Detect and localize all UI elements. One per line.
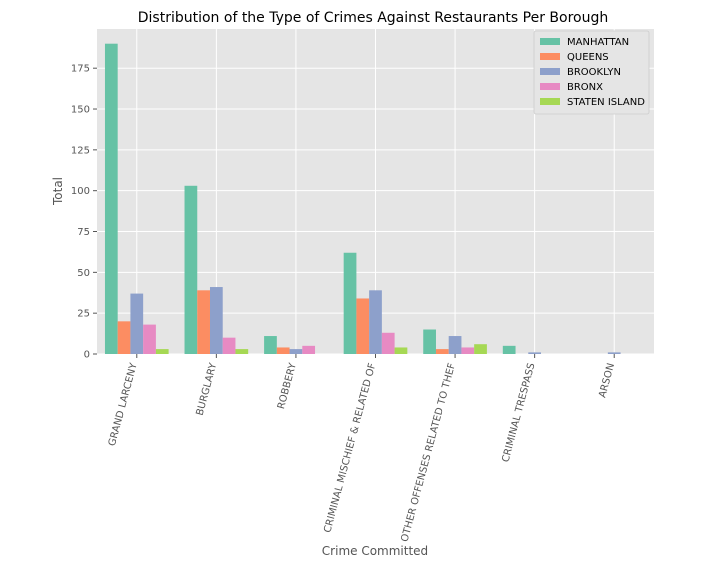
bar xyxy=(143,324,156,354)
legend-swatch xyxy=(540,68,560,75)
y-tick-label: 150 xyxy=(71,105,90,116)
legend-label: MANHATTAN xyxy=(567,37,629,48)
bar xyxy=(343,252,357,354)
bar xyxy=(369,290,382,354)
x-tick-label: CRIMINAL MISCHIEF & RELATED OF xyxy=(322,362,378,534)
bar xyxy=(423,329,436,354)
legend-swatch xyxy=(540,98,560,105)
bar xyxy=(155,349,169,354)
x-tick-label: GRAND LARCENY xyxy=(107,361,140,447)
bar xyxy=(235,349,249,354)
legend-swatch xyxy=(540,53,560,60)
bar xyxy=(184,185,198,354)
x-tick-label: OTHER OFFENSES RELATED TO THEF xyxy=(400,362,458,543)
bar xyxy=(461,347,475,354)
legend-label: STATEN ISLAND xyxy=(567,97,645,108)
y-axis-label: Total xyxy=(51,177,65,206)
bar xyxy=(448,336,462,354)
y-tick-label: 175 xyxy=(71,64,90,75)
legend-swatch xyxy=(540,83,560,90)
x-tick-label: BURGLARY xyxy=(195,361,220,417)
bar xyxy=(302,345,316,354)
legend-label: BROOKLYN xyxy=(567,67,621,78)
y-tick-label: 25 xyxy=(77,309,90,320)
bar xyxy=(264,336,277,354)
bar xyxy=(607,352,621,354)
bar xyxy=(117,321,131,354)
chart-title: Distribution of the Type of Crimes Again… xyxy=(138,10,608,26)
bar xyxy=(197,290,210,354)
bar xyxy=(222,337,236,354)
x-tick-label: ARSON xyxy=(597,362,617,399)
legend-label: BRONX xyxy=(567,82,603,93)
y-tick-label: 0 xyxy=(84,350,90,361)
x-axis-label: Crime Committed xyxy=(322,544,428,558)
bar xyxy=(130,293,144,354)
bar xyxy=(502,345,516,354)
legend-swatch xyxy=(540,38,560,45)
bar xyxy=(381,332,395,354)
bar xyxy=(528,352,542,354)
y-tick-label: 100 xyxy=(71,186,90,197)
y-tick-label: 125 xyxy=(71,145,90,156)
x-tick-label: CRIMINAL TRESPASS xyxy=(500,362,537,464)
bar xyxy=(209,287,223,354)
y-tick-label: 50 xyxy=(77,268,90,279)
bar xyxy=(394,347,408,354)
bar xyxy=(435,349,449,354)
bar xyxy=(276,347,290,354)
y-tick-label: 75 xyxy=(77,227,90,238)
x-tick-label: ROBBERY xyxy=(276,361,299,410)
bar xyxy=(104,43,118,355)
bar xyxy=(474,344,487,354)
bar xyxy=(289,349,303,354)
legend-label: QUEENS xyxy=(567,52,609,63)
bar xyxy=(356,298,370,354)
legend-box xyxy=(533,30,650,115)
